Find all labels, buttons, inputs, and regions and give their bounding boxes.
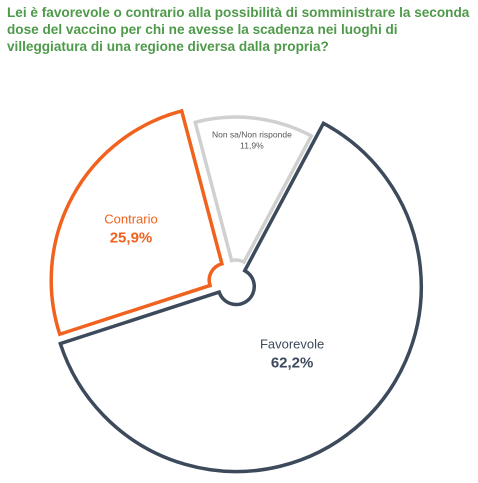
pie-slice-contrario	[49, 108, 225, 337]
pie-slice-favorevole	[58, 120, 424, 474]
slice-value-contrario: 25,9%	[110, 230, 153, 247]
slice-value-favorevole: 62,2%	[271, 354, 314, 371]
slice-label-contrario: Contrario	[104, 212, 157, 227]
slice-label-non-sa-non-risponde: Non sa/Non risponde	[212, 129, 292, 139]
chart-title: Lei è favorevole o contrario alla possib…	[7, 5, 470, 54]
slice-label-favorevole: Favorevole	[260, 337, 324, 352]
pie-slice-non-sa-non-risponde	[193, 115, 314, 265]
slice-value-non-sa-non-risponde: 11,9%	[240, 141, 264, 151]
